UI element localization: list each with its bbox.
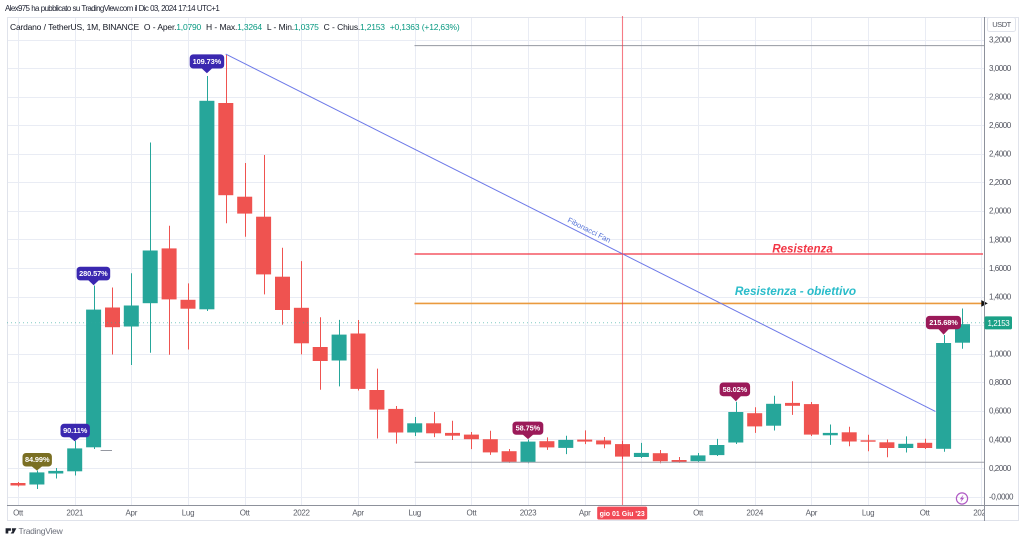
svg-text:Ott: Ott xyxy=(240,509,251,518)
svg-text:Apr: Apr xyxy=(806,509,818,518)
svg-text:1,8000: 1,8000 xyxy=(989,235,1012,244)
svg-text:280.57%: 280.57% xyxy=(79,269,108,278)
svg-text:3,0000: 3,0000 xyxy=(989,64,1012,73)
svg-text:2023: 2023 xyxy=(520,509,537,518)
svg-text:58.02%: 58.02% xyxy=(723,385,748,394)
svg-text:2021: 2021 xyxy=(66,509,83,518)
svg-text:0,8000: 0,8000 xyxy=(989,378,1012,387)
svg-text:Resistenza: Resistenza xyxy=(772,243,833,256)
svg-text:3,2000: 3,2000 xyxy=(989,35,1012,44)
svg-text:Apr: Apr xyxy=(126,509,138,518)
svg-text:Resistenza - obiettivo: Resistenza - obiettivo xyxy=(735,284,856,298)
svg-text:1,6000: 1,6000 xyxy=(989,264,1012,273)
svg-text:0,6000: 0,6000 xyxy=(989,407,1012,416)
svg-text:2,0000: 2,0000 xyxy=(989,207,1012,216)
svg-text:Ott: Ott xyxy=(467,509,478,518)
svg-text:0,4000: 0,4000 xyxy=(989,435,1012,444)
svg-text:90.11%: 90.11% xyxy=(63,426,88,435)
svg-text:Apr: Apr xyxy=(579,509,591,518)
svg-text:Lug: Lug xyxy=(182,509,194,518)
svg-text:Ott: Ott xyxy=(920,509,931,518)
svg-text:1,0000: 1,0000 xyxy=(989,350,1012,359)
svg-text:Lug: Lug xyxy=(862,509,874,518)
svg-text:58.75%: 58.75% xyxy=(516,424,541,433)
svg-text:USDT: USDT xyxy=(992,20,1011,29)
svg-text:109.73%: 109.73% xyxy=(193,57,222,66)
svg-text:Apr: Apr xyxy=(352,509,364,518)
svg-text:2,2000: 2,2000 xyxy=(989,178,1012,187)
svg-text:0,2000: 0,2000 xyxy=(989,464,1012,473)
svg-text:2022: 2022 xyxy=(293,509,310,518)
svg-text:Ott: Ott xyxy=(13,509,24,518)
svg-text:2,8000: 2,8000 xyxy=(989,92,1012,101)
svg-text:1,4000: 1,4000 xyxy=(989,292,1012,301)
svg-text:-0,0000: -0,0000 xyxy=(989,492,1014,501)
svg-text:Ott: Ott xyxy=(693,509,704,518)
svg-text:gio 01 Giu '23: gio 01 Giu '23 xyxy=(600,511,645,518)
svg-text:TradingView: TradingView xyxy=(19,526,64,536)
svg-text:84.99%: 84.99% xyxy=(25,455,50,464)
svg-text:1,2153: 1,2153 xyxy=(988,319,1011,328)
svg-text:2025: 2025 xyxy=(973,509,990,518)
svg-text:2,4000: 2,4000 xyxy=(989,150,1012,159)
svg-text:215.68%: 215.68% xyxy=(929,318,958,327)
svg-text:2,6000: 2,6000 xyxy=(989,121,1012,130)
svg-text:Lug: Lug xyxy=(408,509,420,518)
svg-text:2024: 2024 xyxy=(746,509,763,518)
